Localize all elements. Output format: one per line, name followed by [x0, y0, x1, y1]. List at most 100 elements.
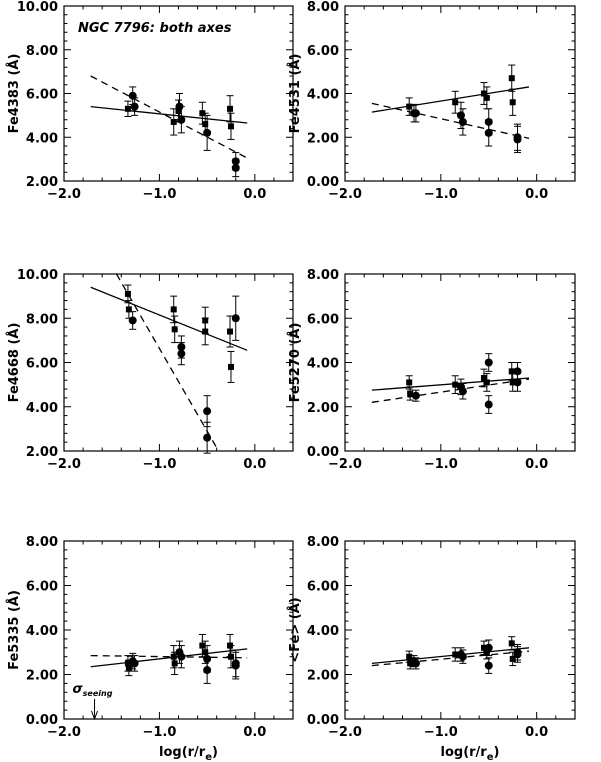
- fit-line-dashed: [371, 102, 530, 139]
- data-point-circle: [484, 358, 493, 367]
- x-tick-label: 0.0: [525, 187, 548, 202]
- y-axis-label: Fe5335 (Å): [6, 590, 22, 670]
- data-point-square: [407, 390, 414, 397]
- data-point-circle: [128, 91, 137, 100]
- data-point-square: [452, 381, 459, 388]
- data-point-square: [508, 368, 515, 375]
- panel-annotation: NGC 7796: both axes: [78, 21, 232, 36]
- data-point-circle: [458, 117, 467, 126]
- x-tick-label: 0.0: [243, 725, 266, 740]
- data-point-square: [202, 328, 209, 335]
- y-tick-label: 6.00: [307, 580, 339, 595]
- data-point-square: [406, 103, 413, 110]
- panel-1: 2.00 4.00 6.00 8.00 10.00 −2.0 −1.0 0.0 Fe4383 (…: [6, 0, 294, 202]
- y-tick-label: 0.00: [307, 175, 339, 190]
- y-tick-label: 2.00: [26, 669, 58, 684]
- x-tick-label: −1.0: [424, 725, 458, 740]
- y-tick-label: 6.00: [26, 580, 58, 595]
- fit-line-dashed: [371, 378, 530, 403]
- data-point-circle: [130, 102, 139, 111]
- y-tick-label: 8.00: [26, 312, 58, 327]
- y-tick-label: 0.00: [307, 445, 339, 460]
- x-tick-label: −2.0: [47, 725, 81, 740]
- y-tick-label: 4.00: [307, 357, 339, 372]
- fit-line-solid: [90, 648, 248, 668]
- y-tick-label: 8.00: [307, 268, 339, 283]
- plot-frame: [344, 5, 576, 182]
- y-tick-label: 8.00: [307, 535, 339, 550]
- fit-line-solid: [371, 86, 530, 113]
- panel-2: 0.00 2.00 4.00 6.00 8.00 −2.0 −1.0 0.0 Fe4531 (Å…: [287, 0, 576, 202]
- x-tick-label: 0.0: [525, 725, 548, 740]
- y-tick-label: 10.00: [17, 0, 58, 15]
- data-point-square: [227, 363, 234, 370]
- data-point-square: [508, 640, 515, 647]
- data-point-circle: [177, 115, 186, 124]
- fit-line-dashed: [371, 650, 530, 667]
- data-point-square: [171, 660, 178, 667]
- data-point-square: [171, 326, 178, 333]
- data-point-square: [124, 105, 131, 112]
- data-point-square: [227, 328, 234, 335]
- fit-line-dashed: [90, 654, 248, 659]
- data-point-square: [170, 653, 177, 660]
- data-point-circle: [128, 316, 137, 325]
- seeing-label: σseeing: [73, 682, 113, 698]
- data-point-square: [508, 75, 515, 82]
- y-axis-label: Fe4383 (Å): [6, 54, 22, 134]
- data-point-square: [227, 123, 234, 130]
- y-tick-label: 8.00: [26, 535, 58, 550]
- y-tick-label: 0.00: [26, 713, 58, 728]
- y-tick-label: 6.00: [26, 357, 58, 372]
- data-point-square: [124, 290, 131, 297]
- data-point-circle: [513, 650, 522, 659]
- plot-frame: [344, 273, 576, 452]
- data-point-square: [227, 653, 234, 660]
- fit-line-solid: [371, 647, 530, 665]
- data-point-square: [125, 306, 132, 313]
- data-point-circle: [203, 433, 212, 442]
- data-point-square: [509, 379, 516, 386]
- y-axis-label: <Fe> (Å): [287, 597, 303, 662]
- data-point-circle: [231, 163, 240, 172]
- data-point-circle: [513, 378, 522, 387]
- y-tick-label: 4.00: [26, 624, 58, 639]
- data-point-square: [406, 379, 413, 386]
- y-tick-label: 0.00: [307, 713, 339, 728]
- x-tick-label: −1.0: [142, 457, 176, 472]
- data-point-square: [170, 118, 177, 125]
- data-point-circle: [458, 387, 467, 396]
- data-point-circle: [458, 652, 467, 661]
- x-tick-label: −1.0: [424, 457, 458, 472]
- data-point-circle: [231, 314, 240, 323]
- y-tick-label: 4.00: [307, 624, 339, 639]
- data-point-square: [452, 99, 459, 106]
- data-point-circle: [484, 400, 493, 409]
- data-point-circle: [411, 659, 420, 668]
- y-axis-label: Fe4531 (Å): [287, 54, 303, 134]
- data-point-circle: [203, 666, 212, 675]
- fit-line-dashed: [90, 75, 248, 159]
- data-point-circle: [484, 128, 493, 137]
- data-point-square: [483, 379, 490, 386]
- y-tick-label: 6.00: [307, 312, 339, 327]
- data-point-circle: [484, 643, 493, 652]
- data-point-square: [407, 660, 414, 667]
- panel-3: 2.00 4.00 6.00 8.00 10.00 −2.0 −1.0 0.0 Fe4668 (…: [6, 268, 294, 472]
- y-tick-label: 4.00: [26, 131, 58, 146]
- data-point-square: [406, 653, 413, 660]
- x-axis-label: log(r/re): [159, 745, 218, 762]
- data-point-circle: [203, 407, 212, 416]
- plot-frame: [63, 273, 294, 452]
- data-point-square: [480, 644, 487, 651]
- fit-line-solid: [90, 286, 248, 351]
- data-point-square: [199, 642, 206, 649]
- y-tick-label: 4.00: [26, 401, 58, 416]
- x-tick-label: −1.0: [424, 187, 458, 202]
- data-point-circle: [411, 391, 420, 400]
- x-tick-label: 0.0: [243, 187, 266, 202]
- x-tick-label: −2.0: [328, 725, 362, 740]
- data-point-circle: [130, 659, 139, 668]
- y-tick-label: 4.00: [307, 88, 339, 103]
